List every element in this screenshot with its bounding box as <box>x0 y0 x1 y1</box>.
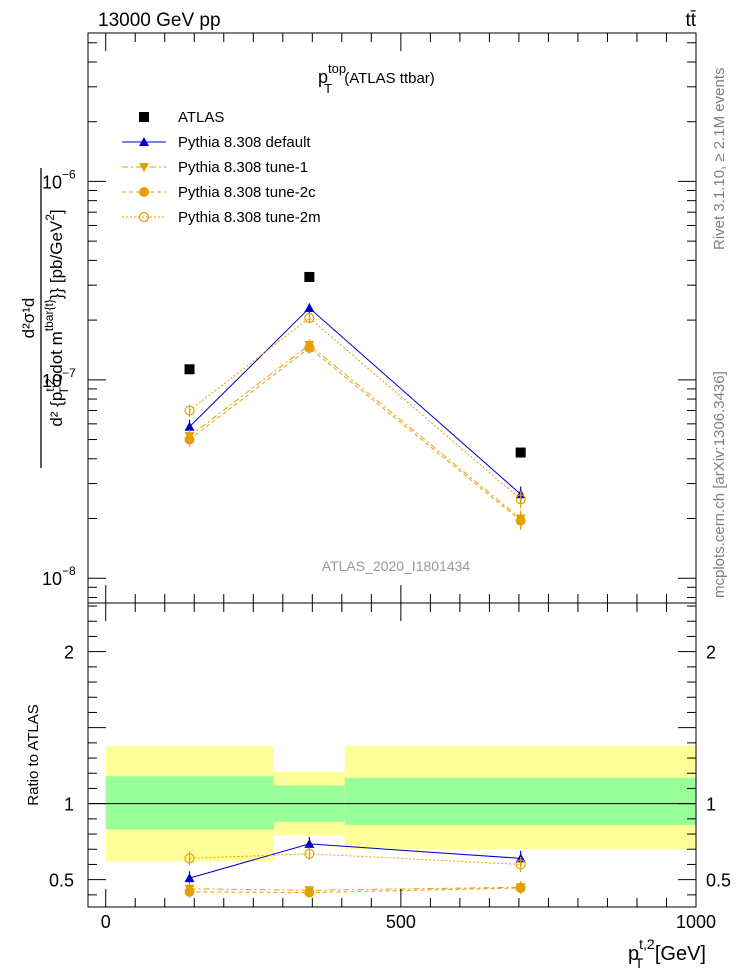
legend: ATLAS Pythia 8.308 default Pythia 8.308 tu… <box>122 109 321 226</box>
main-data-point <box>184 434 195 445</box>
main-data-point <box>304 342 315 353</box>
legend-marker <box>139 137 149 146</box>
legend-marker <box>139 163 149 172</box>
x-tick-label: 0 <box>101 912 111 932</box>
ratio-y-tick-label-right: 2 <box>706 643 716 663</box>
header-process-label: 13000 GeV pp <box>98 10 221 31</box>
main-plot-content <box>184 271 526 530</box>
main-y-tick-exponent: −8 <box>62 564 76 578</box>
ylabel-denominator: d² {pt,2T cdot mtbar{t}}} [pb/GeV2] <box>42 209 71 426</box>
main-panel: 10−810−710−6 ptop T (ATLAS ttbar) ATLAS_2… <box>42 32 697 604</box>
main-data-point <box>304 303 315 313</box>
header-final-state-label: tt̄ <box>685 10 696 31</box>
ratio-data-point <box>304 887 315 898</box>
main-axis-ticks: 10−810−710−6 <box>42 33 697 603</box>
ratio-panel: 0.5 0.5 1 1 2 2 0 500 1000 <box>49 602 731 932</box>
legend-label: Pythia 8.308 tune-2m <box>178 209 321 226</box>
main-data-point <box>184 421 195 431</box>
legend-label: Pythia 8.308 tune-2c <box>178 184 316 201</box>
legend-marker <box>138 211 150 223</box>
ratio-y-tick-label: 2 <box>64 643 74 663</box>
main-data-point <box>184 405 195 416</box>
source-info-label: mcplots.cern.ch [arXiv:1306.3436] <box>711 371 728 598</box>
ratio-axis-ticks: 0.5 0.5 1 1 2 2 0 500 1000 <box>49 603 731 932</box>
main-ylabel: d²σ¹d d² {pt,2T cdot mtbar{t}}} [pb/GeV2… <box>19 168 71 468</box>
ratio-uncertainty-band-inner <box>344 777 696 825</box>
rivet-info-label: Rivet 3.1.10, ≥ 2.1M events <box>711 68 728 251</box>
x-tick-label: 500 <box>386 912 416 932</box>
legend-marker <box>139 187 149 197</box>
ratio-plot-content <box>88 745 696 898</box>
main-data-point <box>304 312 315 324</box>
main-series-line <box>189 307 522 495</box>
ratio-data-point <box>515 859 526 870</box>
ratio-y-tick-label-right: 1 <box>706 795 716 815</box>
main-y-tick-exponent: −6 <box>62 167 76 181</box>
main-y-tick-label: 10 <box>42 371 62 391</box>
main-y-tick-label: 10 <box>42 172 62 192</box>
main-data-point <box>515 494 526 505</box>
ratio-data-point <box>304 848 315 859</box>
ratio-series-line <box>189 887 521 894</box>
ratio-uncertainty-band-inner <box>105 776 274 830</box>
ratio-ylabel: Ratio to ATLAS <box>25 704 42 805</box>
atlas-data-point <box>184 364 195 375</box>
atlas-data-point <box>304 271 315 282</box>
main-title: ptop T (ATLAS ttbar) <box>318 61 435 96</box>
xlabel: pt,2 T [GeV] <box>628 936 706 971</box>
analysis-watermark: ATLAS_2020_I1801434 <box>322 558 471 574</box>
ratio-y-tick-label: 0.5 <box>49 871 74 891</box>
legend-label: Pythia 8.308 tune-1 <box>178 159 308 176</box>
ratio-data-point <box>304 838 315 848</box>
main-y-tick-exponent: −7 <box>62 366 76 380</box>
ratio-y-tick-label: 1 <box>64 795 74 815</box>
main-y-tick-label: 10 <box>42 569 62 589</box>
legend-marker <box>139 112 149 122</box>
main-series-line <box>189 347 522 522</box>
ratio-data-point <box>515 883 526 893</box>
ylabel-numerator: d²σ¹d <box>19 298 38 339</box>
atlas-data-point <box>515 447 526 458</box>
legend-label: Pythia 8.308 default <box>178 134 311 151</box>
ratio-data-point <box>184 873 195 883</box>
x-tick-label: 1000 <box>676 912 716 932</box>
ratio-frame <box>87 602 697 908</box>
main-series-line <box>189 317 522 500</box>
main-series-line <box>189 344 522 519</box>
ratio-y-tick-label-right: 0.5 <box>706 871 731 891</box>
ratio-data-point <box>184 886 195 897</box>
ratio-data-point <box>184 853 195 864</box>
ratio-series-line <box>189 853 521 865</box>
main-data-point <box>515 515 526 526</box>
legend-label: ATLAS <box>178 109 224 126</box>
